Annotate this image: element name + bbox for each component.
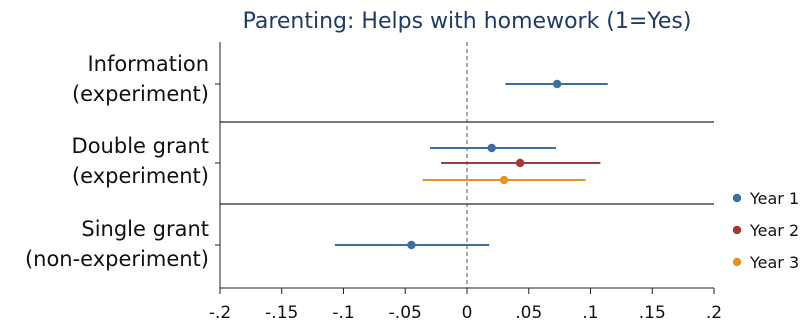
x-tick-label: .05 bbox=[515, 303, 542, 323]
point-estimate-information-0 bbox=[552, 79, 562, 89]
group-label-double: Double grant bbox=[72, 134, 209, 158]
point-estimate-double-0 bbox=[487, 143, 496, 153]
group-label-single: (non-experiment) bbox=[25, 247, 209, 271]
legend-label-1: Year 1 bbox=[749, 189, 799, 208]
x-tick-label: -.05 bbox=[389, 303, 422, 323]
x-tick-label: -.2 bbox=[209, 303, 231, 323]
legend-marker-2 bbox=[732, 225, 742, 235]
group-label-information: Information bbox=[87, 52, 209, 76]
x-tick-label: .1 bbox=[582, 303, 598, 323]
group-label-double: (experiment) bbox=[72, 164, 209, 188]
point-estimate-single-0 bbox=[407, 240, 416, 250]
x-tick-label: -.15 bbox=[265, 303, 298, 323]
legend-label-3: Year 3 bbox=[749, 253, 799, 272]
legend-marker-3 bbox=[732, 257, 742, 267]
legend-label-2: Year 2 bbox=[749, 221, 799, 240]
point-estimate-double-2 bbox=[499, 175, 509, 185]
group-label-single: Single grant bbox=[81, 217, 209, 241]
group-label-information: (experiment) bbox=[72, 82, 209, 106]
x-tick-label: .2 bbox=[706, 303, 722, 323]
legend-marker-1 bbox=[732, 193, 742, 203]
x-tick-label: .15 bbox=[639, 303, 666, 323]
point-estimate-double-1 bbox=[515, 158, 525, 168]
x-tick-label: 0 bbox=[462, 303, 473, 323]
x-tick-label: -.1 bbox=[332, 303, 354, 323]
chart-title: Parenting: Helps with homework (1=Yes) bbox=[243, 9, 692, 34]
